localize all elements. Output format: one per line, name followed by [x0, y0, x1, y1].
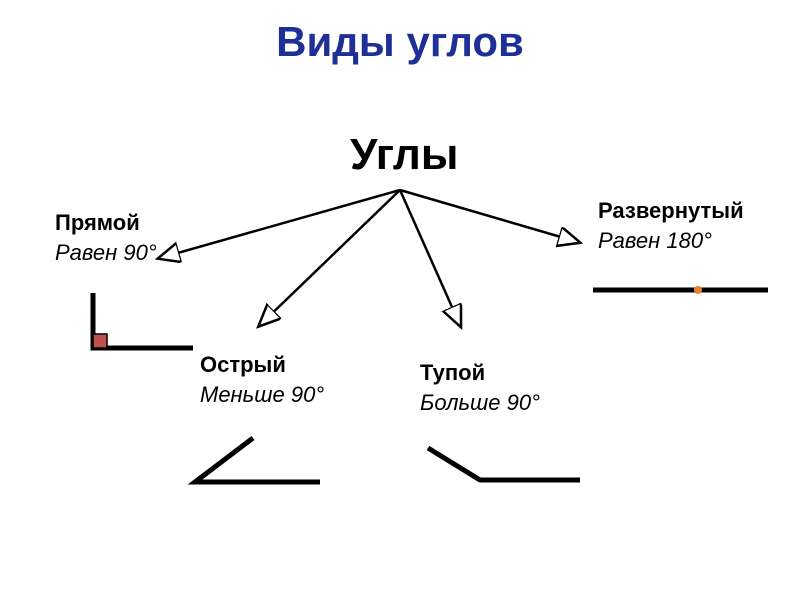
page-title: Виды углов: [0, 18, 800, 66]
straight-angle-icon: [588, 278, 778, 308]
title-text: Виды углов: [276, 18, 524, 65]
branch-desc: Больше 90°: [420, 390, 540, 416]
branch-name: Тупой: [420, 360, 540, 386]
branch-desc: Равен 180°: [598, 228, 744, 254]
center-label: Углы: [350, 130, 458, 180]
acute-angle-icon: [185, 430, 335, 495]
branch-straight: Развернутый Равен 180°: [598, 198, 744, 254]
branch-desc: Меньше 90°: [200, 382, 324, 408]
branch-desc: Равен 90°: [55, 240, 157, 266]
branch-acute: Острый Меньше 90°: [200, 352, 324, 408]
arrow-line: [260, 190, 400, 325]
branch-obtuse: Тупой Больше 90°: [420, 360, 540, 416]
branch-right: Прямой Равен 90°: [55, 210, 157, 266]
arrow-line: [160, 190, 400, 258]
branch-name: Острый: [200, 352, 324, 378]
right-angle-icon: [75, 288, 205, 363]
arrow-line: [400, 190, 460, 325]
obtuse-angle-icon: [420, 440, 590, 495]
branch-name: Развернутый: [598, 198, 744, 224]
center-text: Углы: [350, 130, 458, 179]
branch-name: Прямой: [55, 210, 157, 236]
arrow-line: [400, 190, 578, 242]
